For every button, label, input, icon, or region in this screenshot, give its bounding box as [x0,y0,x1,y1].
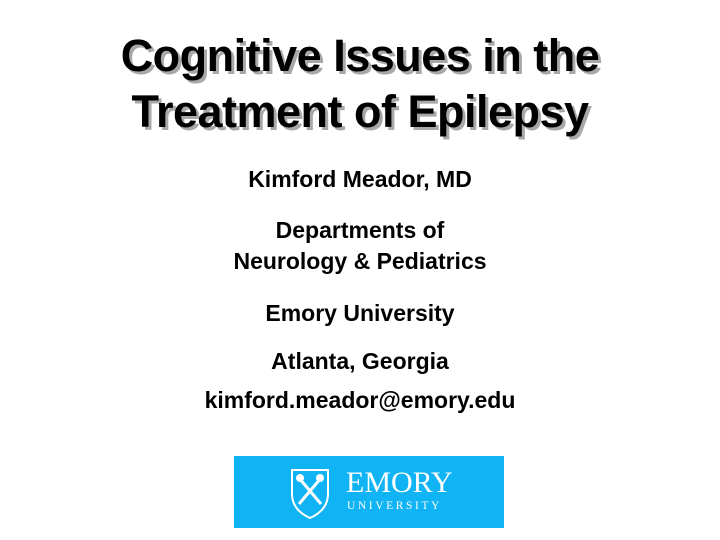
logo-wordmark: EMORY [346,466,453,499]
emory-logo: EMORY UNIVERSITY [234,456,504,528]
title-line-1: Cognitive Issues in the [120,30,600,81]
logo-subtext: UNIVERSITY [347,500,442,512]
slide-title: Cognitive Issues in the Treatment of Epi… [0,28,720,140]
location: Atlanta, Georgia [271,348,449,374]
department-line-1: Departments of [275,217,445,243]
university-name: Emory University [265,300,455,326]
email-address: kimford.meador@emory.edu [204,387,516,413]
department-line-2: Neurology & Pediatrics [233,248,487,274]
title-line-2: Treatment of Epilepsy [131,86,589,137]
author-name: Kimford Meador, MD [248,166,472,192]
shield-torches-icon [291,469,329,520]
